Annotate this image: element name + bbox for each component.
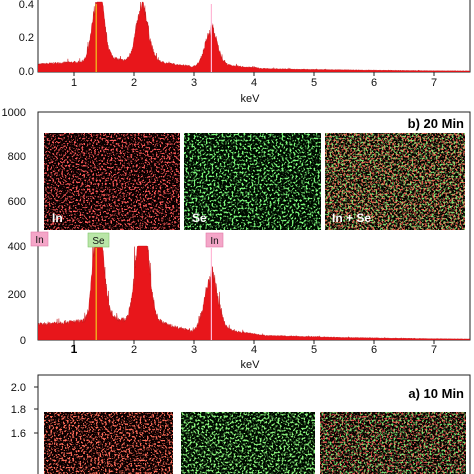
map-in: In [44, 133, 180, 230]
top-y-tick-label: 0.2 [19, 32, 34, 44]
middle-y-tick-label: 800 [8, 151, 26, 163]
top-panel: 0.4 0.2 0.0 1 2 3 4 5 6 7 keV [19, 0, 471, 105]
map-in-se-bottom [320, 412, 466, 474]
middle-y-tick-label: 200 [8, 289, 26, 301]
middle-y-tick-label: 1000 [2, 107, 26, 119]
bottom-y-tick-label: 2.0 [11, 382, 26, 394]
map-in-se-label: In + Se [332, 211, 371, 225]
middle-panel: b) 20 Min In Se In + Se I [2, 107, 471, 371]
x-tick-label: 7 [431, 77, 437, 89]
x-tick-label: 6 [371, 344, 377, 356]
map-in-bottom [44, 412, 173, 474]
x-tick-label: 3 [191, 77, 197, 89]
bottom-y-tick-label: 1.8 [11, 404, 26, 416]
middle-y-axis: 1000 800 600 400 200 0 [2, 107, 26, 347]
top-x-axis-label: keV [241, 93, 261, 105]
marker-tag-in: In [205, 232, 224, 248]
edge-tag-in: In [30, 231, 49, 247]
middle-spectrum [38, 245, 470, 340]
spectrum-area [38, 245, 470, 340]
x-tick-label: 5 [311, 77, 317, 89]
middle-y-tick-label: 600 [8, 196, 26, 208]
bottom-plot-frame [37, 374, 471, 474]
spectrum-area [38, 1, 470, 72]
x-tick-label: 2 [131, 344, 137, 356]
map-se-bottom [181, 412, 315, 474]
bottom-y-tick-label: 1.6 [11, 428, 26, 440]
x-tick-label: 1 [71, 77, 77, 89]
top-y-axis: 0.4 0.2 0.0 [19, 0, 34, 78]
edge-tag-in-label: In [35, 235, 43, 246]
x-tick-label: 7 [431, 344, 437, 356]
map-se-label: Se [192, 211, 207, 225]
top-y-tick-label: 0.0 [19, 66, 34, 78]
top-x-axis: 1 2 3 4 5 6 7 [71, 72, 437, 89]
x-tick-label: 2 [131, 77, 137, 89]
middle-x-axis: 1 2 3 4 5 6 7 [71, 340, 437, 356]
top-y-tick-label: 0.4 [19, 0, 34, 11]
x-tick-label: 4 [251, 344, 257, 356]
middle-y-tick-label: 400 [8, 241, 26, 253]
middle-y-tick-label: 0 [20, 335, 26, 347]
bottom-y-axis: 2.0 1.8 1.6 [11, 382, 38, 440]
bottom-element-maps [44, 412, 466, 474]
marker-tag-se: Se [87, 232, 110, 248]
x-tick-label: 5 [311, 344, 317, 356]
x-tick-label: 1 [71, 342, 78, 356]
marker-tag-se-label: Se [92, 236, 105, 247]
x-tick-label: 4 [251, 77, 257, 89]
top-spectrum [38, 1, 470, 72]
map-in-se: In + Se [325, 133, 465, 230]
marker-tag-in-label: In [210, 236, 218, 247]
x-tick-label: 6 [371, 77, 377, 89]
map-se: Se [184, 133, 321, 230]
middle-element-maps: In Se In + Se [44, 133, 465, 230]
bottom-panel: a) 10 Min 2.0 1.8 1.6 [11, 374, 471, 474]
map-in-label: In [52, 211, 63, 225]
middle-x-axis-label: keV [241, 359, 261, 371]
bottom-panel-title: a) 10 Min [408, 386, 464, 401]
middle-panel-title: b) 20 Min [408, 116, 464, 131]
x-tick-label: 3 [191, 344, 197, 356]
